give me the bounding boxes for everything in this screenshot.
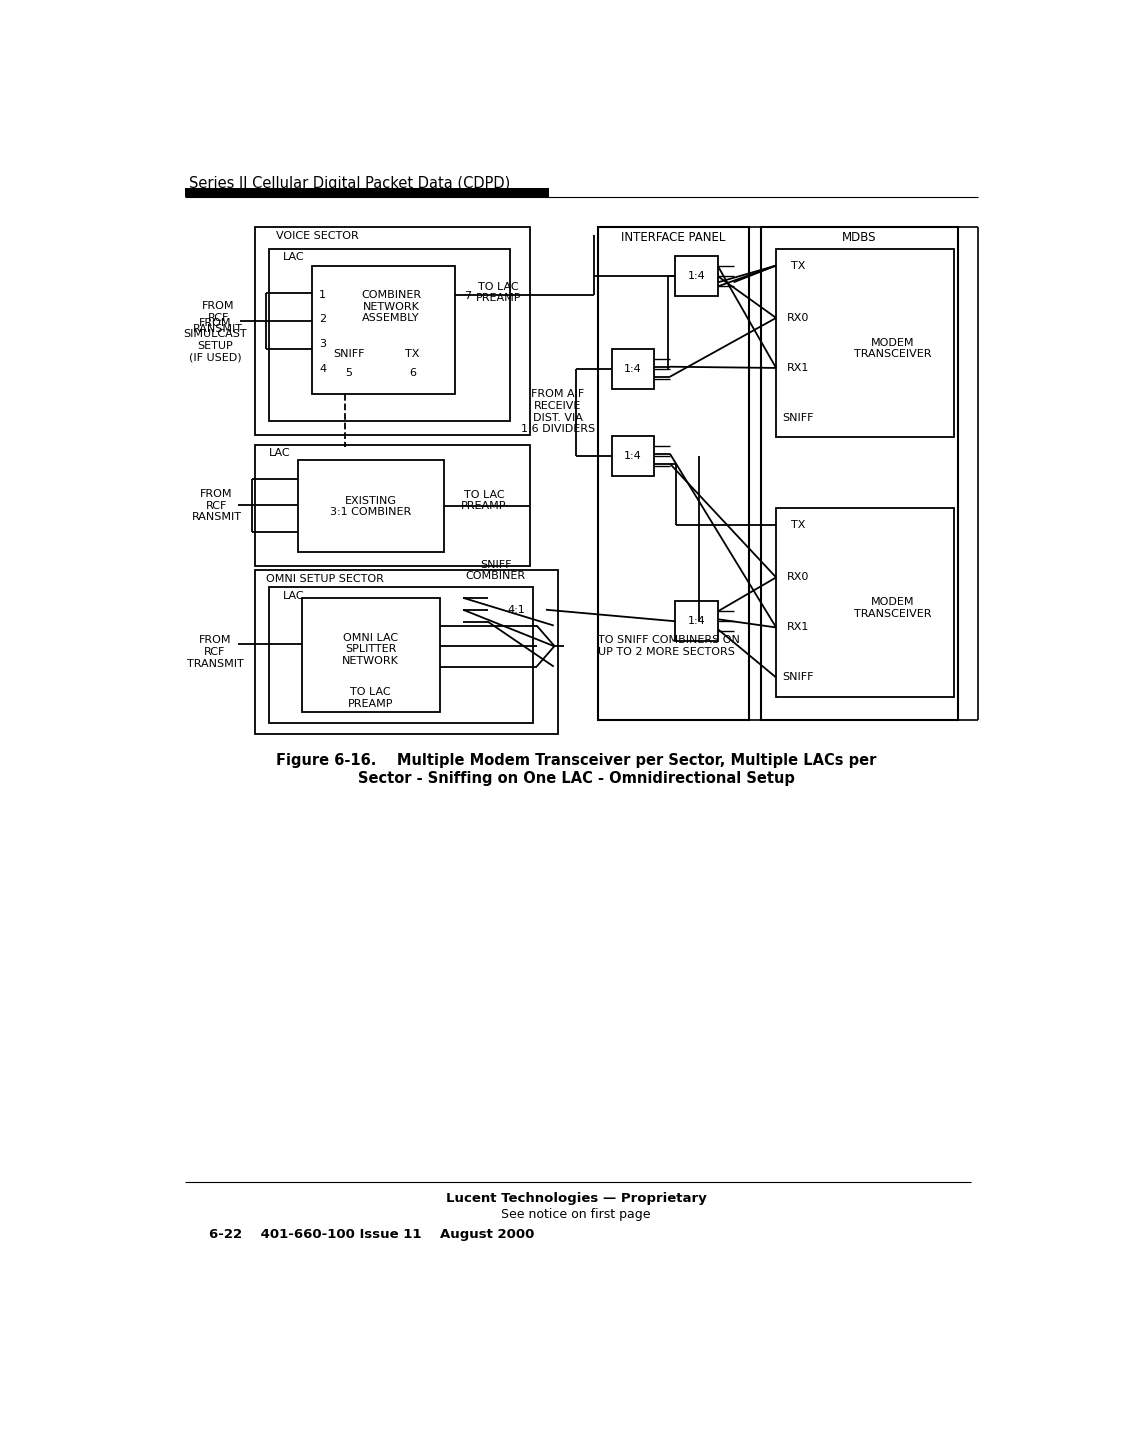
Text: TX: TX — [405, 349, 420, 359]
Text: OMNI SETUP SECTOR: OMNI SETUP SECTOR — [267, 573, 384, 583]
Bar — [255, 571, 558, 734]
Text: MODEM
TRANSCEIVER: MODEM TRANSCEIVER — [854, 598, 932, 619]
Bar — [776, 249, 954, 438]
Text: FROM
RCF
RANSMIT: FROM RCF RANSMIT — [191, 489, 242, 522]
Text: MDBS: MDBS — [843, 230, 876, 243]
Text: RX1: RX1 — [786, 622, 809, 632]
Text: FROM
SIMULCAST
SETUP
(IF USED): FROM SIMULCAST SETUP (IF USED) — [183, 317, 246, 363]
Text: Lucent Technologies — Proprietary: Lucent Technologies — Proprietary — [446, 1191, 706, 1204]
Text: 1: 1 — [319, 290, 326, 300]
Text: SNIFF: SNIFF — [782, 413, 813, 423]
Text: Series II Cellular Digital Packet Data (CDPD): Series II Cellular Digital Packet Data (… — [189, 176, 511, 190]
Text: RX1: RX1 — [786, 363, 809, 373]
Bar — [675, 601, 718, 641]
Bar — [488, 586, 546, 633]
Text: SNIFF
COMBINER: SNIFF COMBINER — [466, 559, 525, 581]
Text: 6: 6 — [410, 368, 416, 378]
Bar — [255, 445, 531, 566]
Text: 4: 4 — [319, 363, 326, 373]
Bar — [612, 436, 655, 476]
Text: LAC: LAC — [282, 591, 304, 601]
Text: 2: 2 — [319, 315, 326, 325]
Text: LAC: LAC — [282, 252, 304, 262]
Bar — [184, 187, 549, 197]
Text: INTERFACE PANEL: INTERFACE PANEL — [621, 230, 726, 243]
Bar — [312, 266, 456, 395]
Text: RX0: RX0 — [786, 572, 809, 582]
Text: 1:4: 1:4 — [624, 363, 642, 373]
Text: OMNI LAC
SPLITTER
NETWORK: OMNI LAC SPLITTER NETWORK — [342, 633, 399, 666]
Text: VOICE SECTOR: VOICE SECTOR — [276, 230, 359, 240]
Text: TO SNIFF COMBINERS ON
UP TO 2 MORE SECTORS: TO SNIFF COMBINERS ON UP TO 2 MORE SECTO… — [597, 635, 740, 656]
Bar — [597, 227, 749, 719]
Text: RX0: RX0 — [786, 313, 809, 323]
Text: 1:4: 1:4 — [687, 616, 705, 626]
Text: 4:1: 4:1 — [507, 605, 525, 615]
Bar — [612, 349, 655, 389]
Text: MODEM
TRANSCEIVER: MODEM TRANSCEIVER — [854, 337, 932, 359]
Text: 6-22    401-660-100 Issue 11    August 2000: 6-22 401-660-100 Issue 11 August 2000 — [209, 1228, 534, 1241]
Text: Sector - Sniffing on One LAC - Omnidirectional Setup: Sector - Sniffing on One LAC - Omnidirec… — [358, 771, 794, 787]
Text: FROM AIF
RECEIVE
DIST. VIA
1:6 DIVIDERS: FROM AIF RECEIVE DIST. VIA 1:6 DIVIDERS — [521, 389, 595, 435]
Text: 1:4: 1:4 — [624, 450, 642, 460]
Text: EXISTING
3:1 COMBINER: EXISTING 3:1 COMBINER — [330, 496, 412, 518]
Bar — [255, 227, 531, 435]
Text: TO LAC
PREAMP: TO LAC PREAMP — [348, 688, 394, 709]
Text: SNIFF: SNIFF — [333, 349, 364, 359]
Text: 7: 7 — [465, 292, 471, 302]
Text: 5: 5 — [345, 368, 352, 378]
Text: TO LAC
PREAMP: TO LAC PREAMP — [476, 282, 521, 303]
Text: COMBINER
NETWORK
ASSEMBLY: COMBINER NETWORK ASSEMBLY — [361, 290, 421, 323]
Text: Figure 6-16.    Multiple Modem Transceiver per Sector, Multiple LACs per: Figure 6-16. Multiple Modem Transceiver … — [276, 754, 876, 768]
Bar — [776, 508, 954, 696]
Text: SNIFF: SNIFF — [782, 672, 813, 682]
Bar — [302, 598, 440, 712]
Text: 3: 3 — [319, 339, 326, 349]
Text: 1:4: 1:4 — [687, 272, 705, 282]
Text: See notice on first page: See notice on first page — [502, 1208, 651, 1221]
Bar — [269, 588, 533, 724]
Bar — [298, 460, 443, 552]
Text: LAC: LAC — [269, 449, 290, 459]
Text: FROM
RCF
TRANSMIT: FROM RCF TRANSMIT — [187, 635, 243, 669]
Text: TX: TX — [791, 260, 806, 270]
Text: TX: TX — [791, 521, 806, 531]
Bar — [269, 249, 510, 420]
Text: TO LAC
PREAMP: TO LAC PREAMP — [461, 489, 506, 511]
Text: FROM
RCF
RANSMIT: FROM RCF RANSMIT — [193, 300, 243, 335]
Bar — [760, 227, 958, 719]
Bar — [675, 256, 718, 296]
